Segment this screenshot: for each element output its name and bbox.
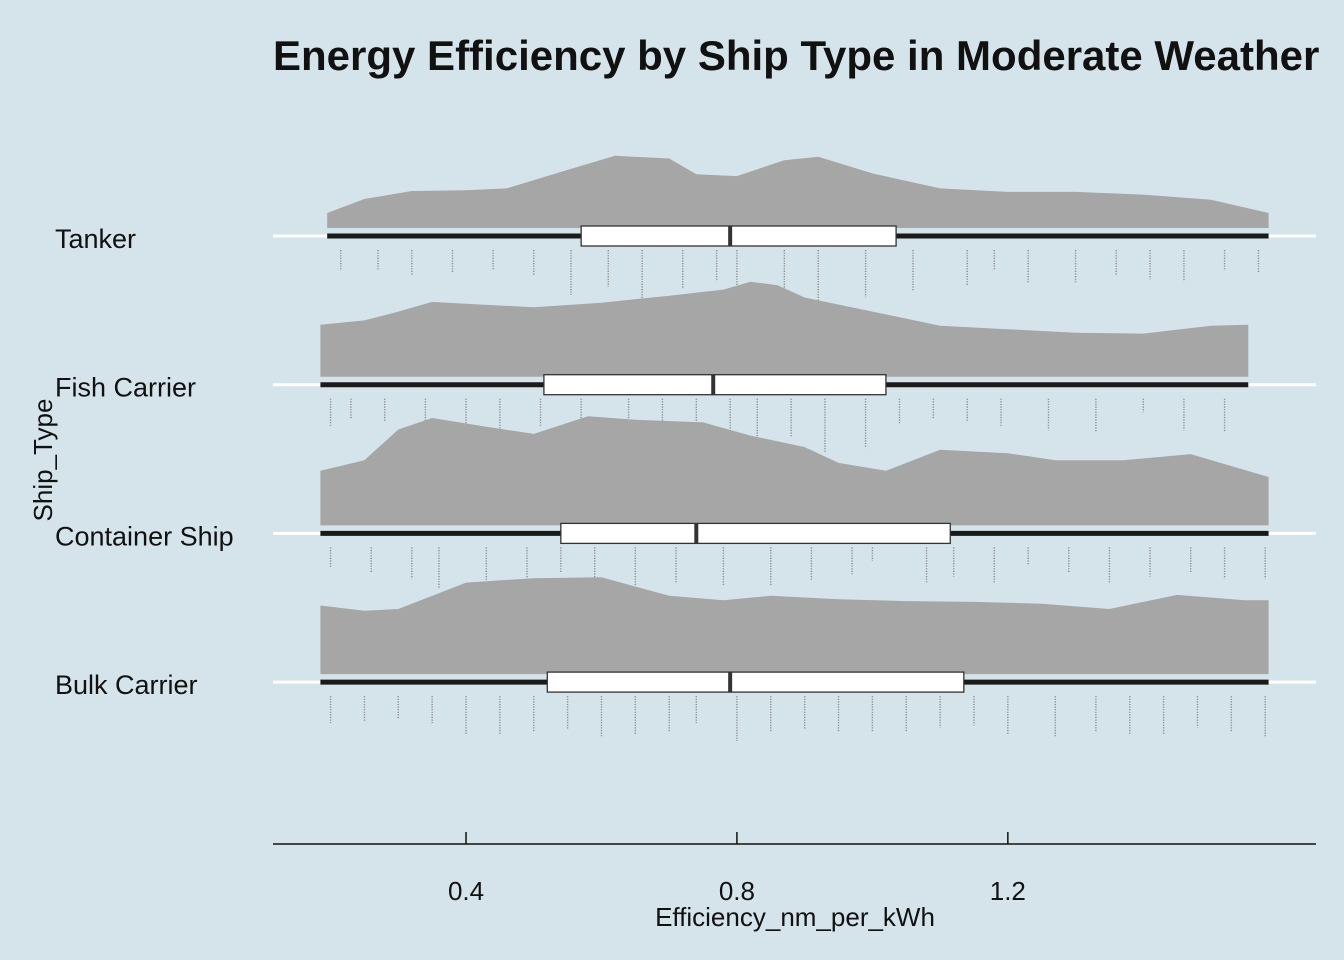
chart-title: Energy Efficiency by Ship Type in Modera…: [273, 32, 1319, 79]
density-tanker: [327, 155, 1269, 228]
row-tanker: Tanker: [55, 155, 1316, 318]
density-container-ship: [320, 416, 1269, 526]
y-axis-title: Ship_Type: [28, 399, 58, 522]
plot-area: Tanker Fish Carrier Container Ship Bulk Car…: [55, 155, 1316, 742]
x-axis-title: Efficiency_nm_per_kWh: [655, 902, 935, 932]
x-tick-label-1: 0.4: [448, 876, 484, 906]
category-label-fish-carrier: Fish Carrier: [55, 373, 196, 403]
category-label-container-ship: Container Ship: [55, 521, 234, 551]
category-label-tanker: Tanker: [55, 224, 136, 254]
x-tick-label-2: 0.8: [719, 876, 755, 906]
density-bulk-carrier: [320, 577, 1269, 675]
box-bulk-carrier: [546, 671, 965, 693]
box-container-ship: [560, 522, 951, 545]
density-fish-carrier: [320, 281, 1249, 377]
row-fish-carrier: Fish Carrier: [55, 281, 1316, 467]
x-tick-label-3: 1.2: [990, 876, 1026, 906]
box-tanker: [580, 225, 897, 247]
x-axis: 0.4 0.8 1.2: [448, 832, 1026, 906]
row-bulk-carrier: Bulk Carrier: [55, 577, 1316, 742]
category-label-bulk-carrier: Bulk Carrier: [55, 670, 198, 700]
row-container-ship: Container Ship: [55, 416, 1316, 593]
